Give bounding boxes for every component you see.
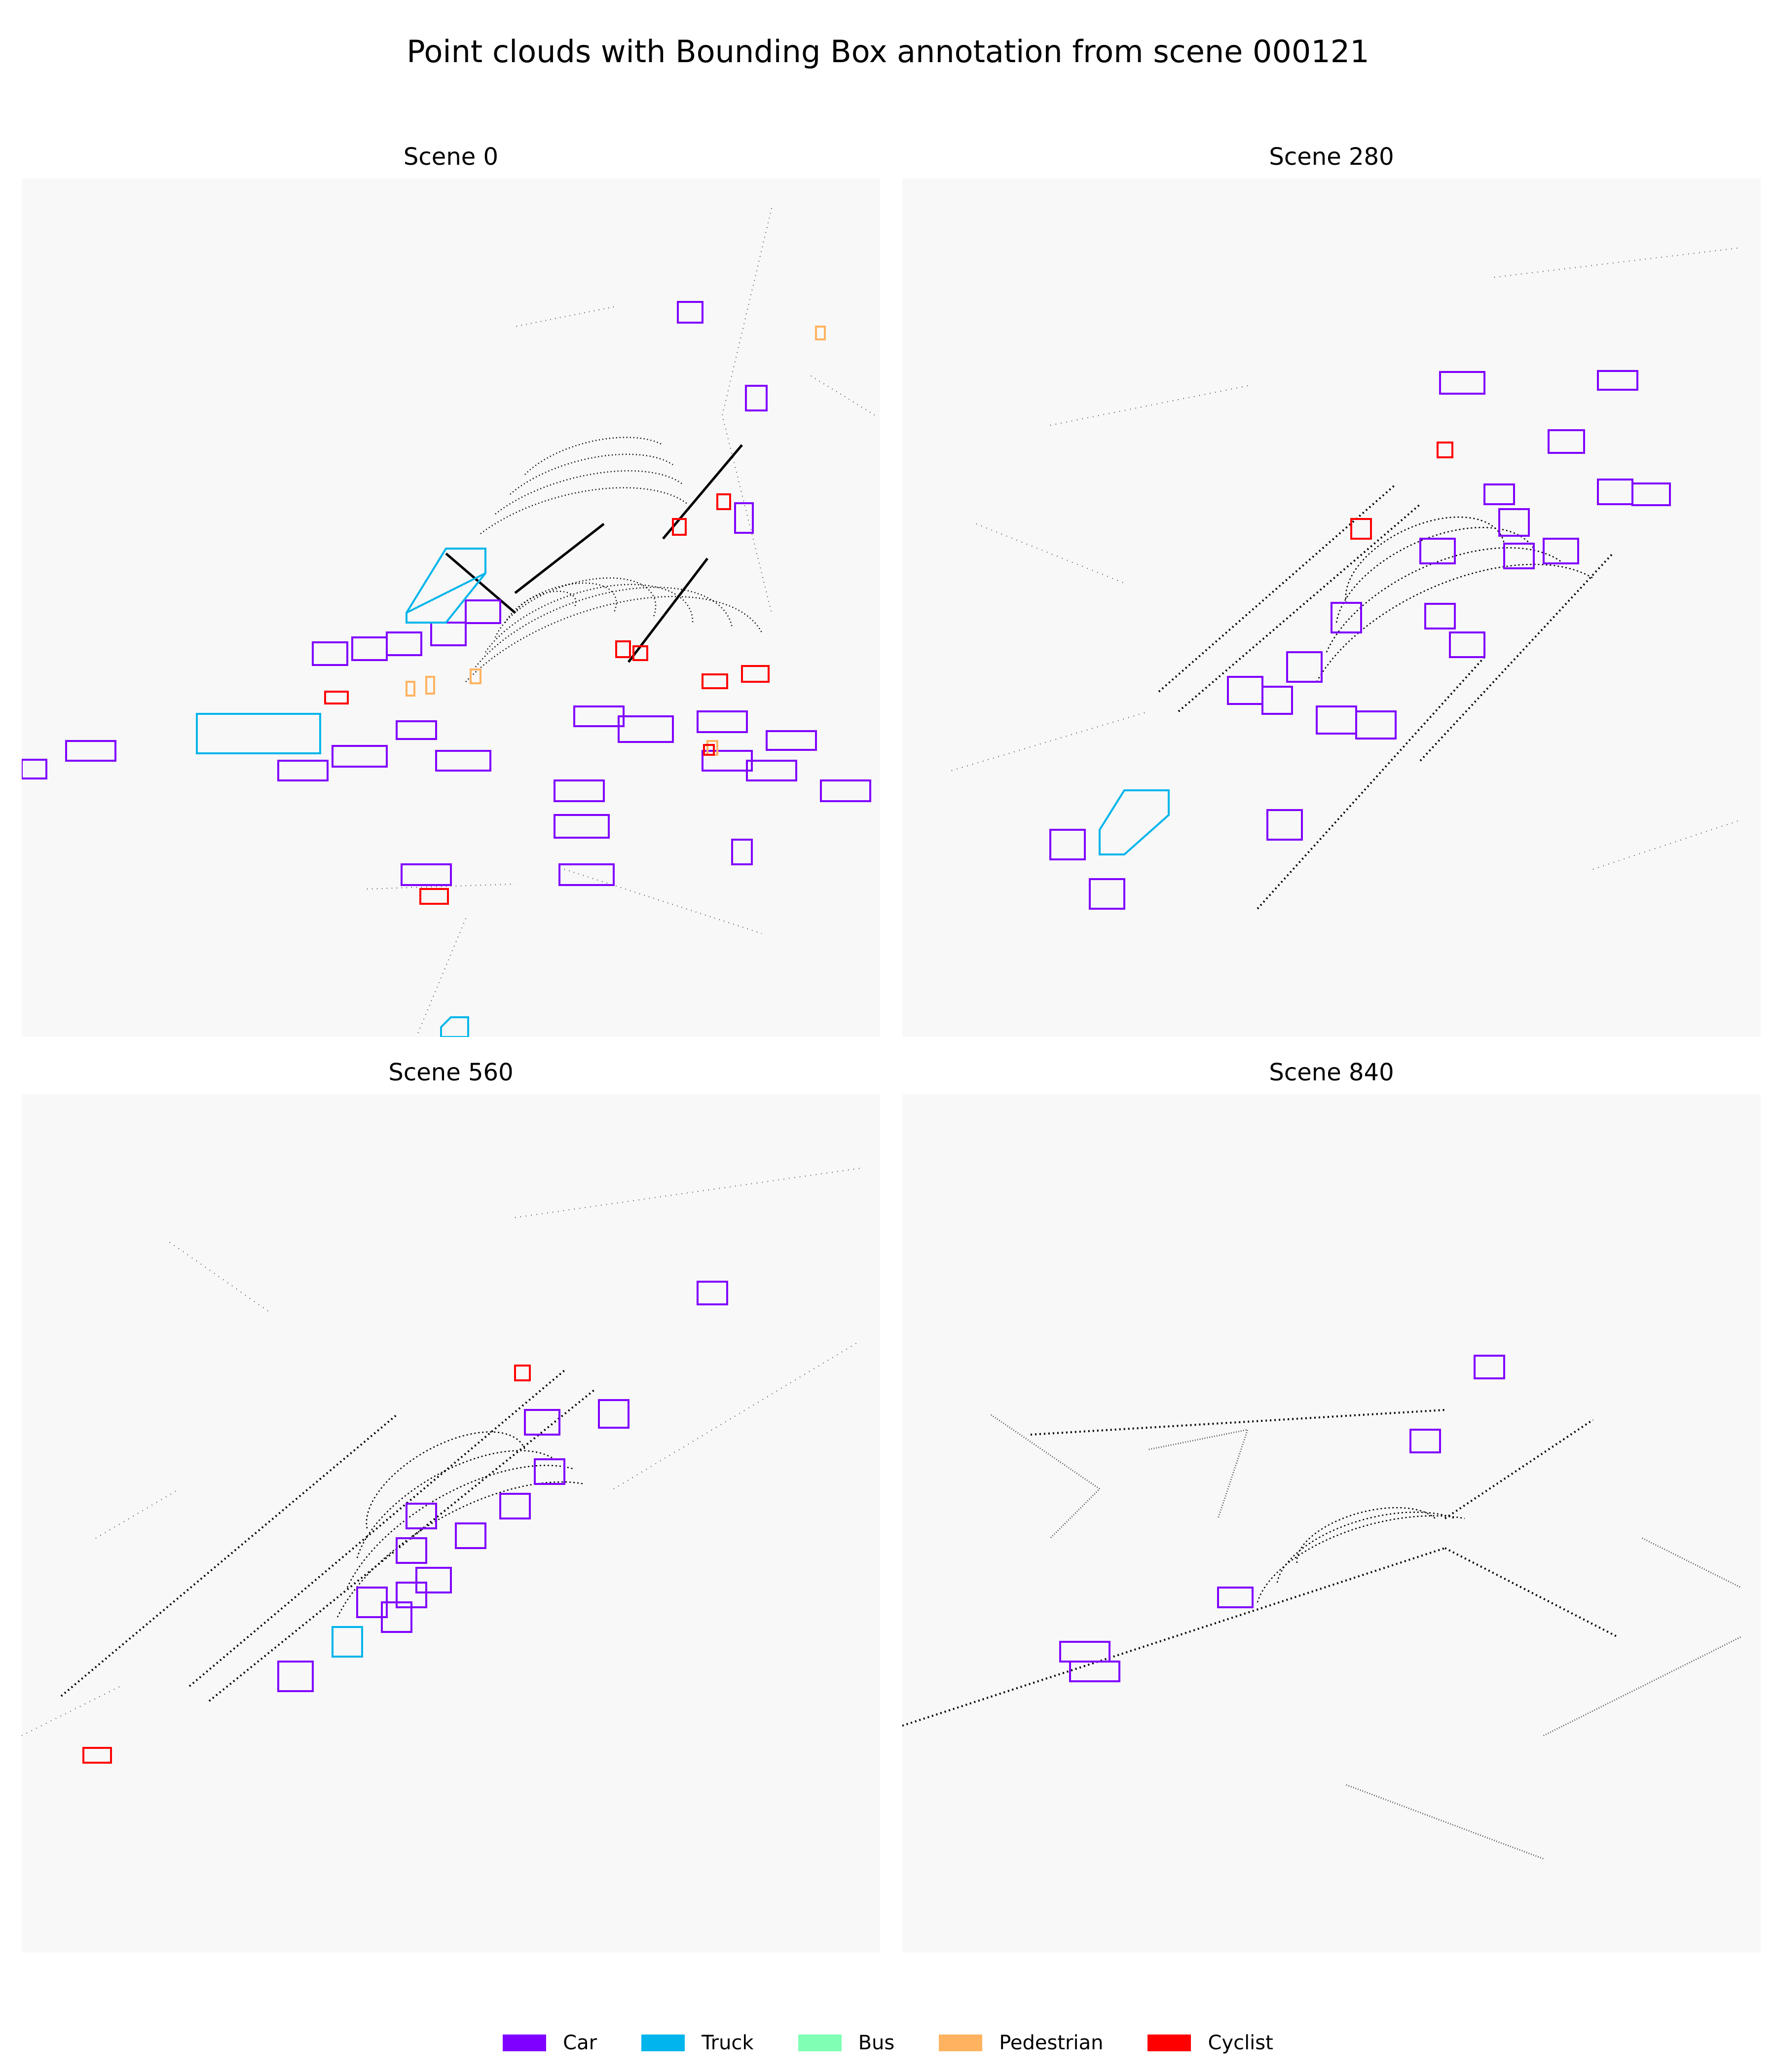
- cyclist-boxes: [1350, 442, 1453, 540]
- lidar-rings: [465, 437, 763, 682]
- lidar-rings: [336, 1431, 585, 1618]
- panel-title-scene-840: Scene 840: [1269, 1059, 1394, 1086]
- point-cloud-panel-scene-280: [902, 179, 1761, 1037]
- legend-swatch: [503, 2035, 547, 2051]
- road-edges: [60, 1369, 595, 1702]
- scatter-points: [22, 1168, 861, 1736]
- cyclist-boxes: [324, 493, 770, 905]
- panel-title-scene-280: Scene 280: [1269, 143, 1394, 171]
- car-boxes: [22, 301, 871, 886]
- legend-label: Car: [563, 2032, 597, 2054]
- legend-label: Truck: [702, 2032, 754, 2054]
- point-cloud-panel-scene-840: [902, 1094, 1761, 1953]
- lidar-rings: [1257, 1507, 1465, 1603]
- point-cloud-plot: [22, 208, 876, 1037]
- lidar-streaks: [445, 444, 743, 663]
- legend-item-pedestrian: Pedestrian: [939, 2032, 1103, 2054]
- legend-label: Pedestrian: [999, 2032, 1104, 2054]
- panel-title-scene-0: Scene 0: [403, 143, 499, 171]
- legend-swatch: [939, 2035, 983, 2051]
- legend-item-truck: Truck: [641, 2032, 754, 2054]
- legend-label: Bus: [858, 2032, 895, 2054]
- figure-title: Point clouds with Bounding Box annotatio…: [407, 34, 1369, 70]
- truck-boxes: [196, 548, 486, 1037]
- legend-item-car: Car: [503, 2032, 597, 2054]
- point-cloud-plot: [22, 1168, 861, 1764]
- legend-label: Cyclist: [1208, 2032, 1273, 2054]
- point-cloud-plot: [951, 247, 1741, 910]
- panel-title-scene-560: Scene 560: [388, 1059, 514, 1086]
- legend-swatch: [641, 2035, 685, 2051]
- legend-item-cyclist: Cyclist: [1147, 2032, 1273, 2054]
- point-cloud-plot: [902, 1355, 1741, 1860]
- cyclist-boxes: [82, 1365, 531, 1764]
- scatter-points: [951, 247, 1741, 870]
- legend-swatch: [1147, 2035, 1191, 2051]
- truck-boxes: [1099, 789, 1170, 855]
- vegetation-points: [991, 1414, 1741, 1860]
- road-edges: [902, 1409, 1618, 1727]
- car-boxes: [277, 1281, 728, 1692]
- legend-item-bus: Bus: [798, 2032, 895, 2054]
- pedestrian-boxes: [406, 326, 826, 756]
- legend: Car Truck Bus Pedestrian Cyclist: [0, 2032, 1776, 2054]
- truck-boxes: [332, 1626, 363, 1658]
- legend-swatch: [798, 2035, 842, 2051]
- car-boxes: [1059, 1355, 1505, 1682]
- scatter-points: [367, 208, 876, 1037]
- point-cloud-panel-scene-560: [22, 1094, 880, 1953]
- point-cloud-panel-scene-0: [22, 179, 880, 1037]
- car-boxes: [1049, 370, 1671, 910]
